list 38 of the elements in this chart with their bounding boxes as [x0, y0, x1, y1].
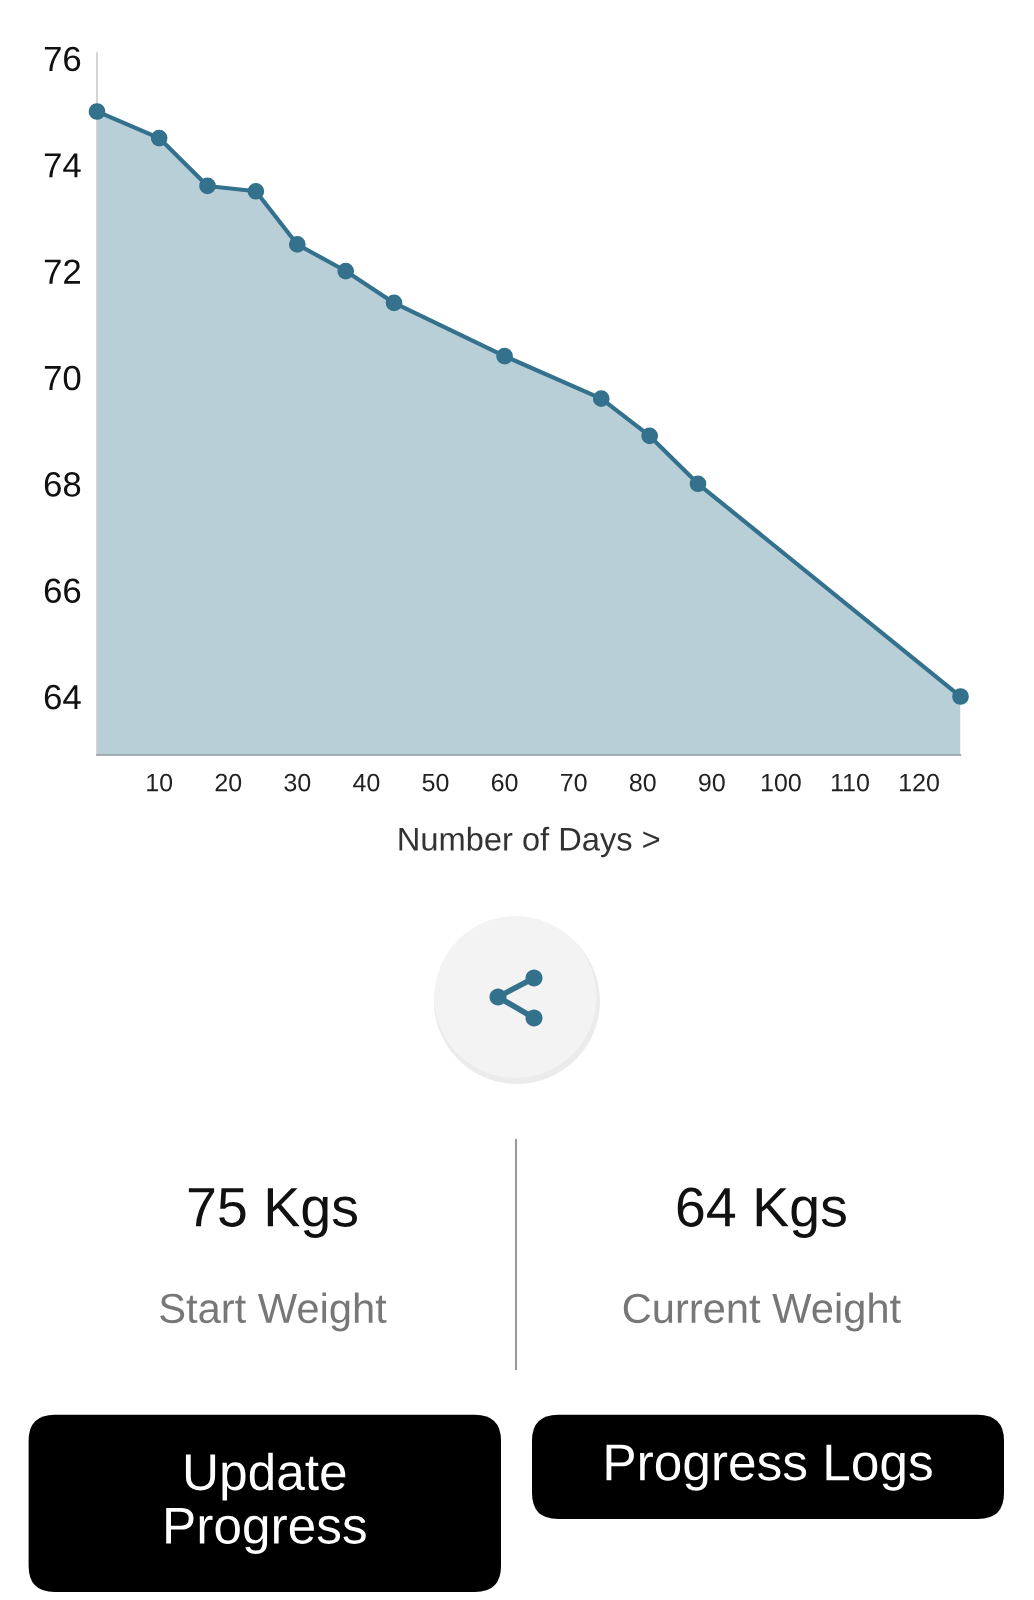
y-tick-label: 70 [44, 365, 81, 391]
y-tick-label: 72 [44, 259, 80, 284]
y-tick-label: 64 [44, 684, 81, 710]
point [199, 177, 216, 195]
text: 64 Kgs [677, 1187, 846, 1238]
text: Current Weight [623, 1292, 901, 1332]
x-tick-label: 120 [900, 773, 939, 792]
point [641, 427, 658, 445]
y-tick-label: 74 [44, 153, 81, 178]
x-tick-label: 90 [699, 773, 725, 792]
x-tick-label: 20 [215, 773, 242, 792]
point [88, 103, 106, 120]
x-tick-label: 40 [353, 773, 380, 792]
x-tick-label: 100 [761, 773, 801, 792]
x-tick-label: 110 [831, 773, 869, 792]
text: Start Weight [160, 1292, 387, 1332]
point [247, 182, 265, 200]
x-tick-label: 50 [422, 773, 449, 792]
x-tick-label: 70 [561, 773, 587, 792]
point [689, 475, 707, 493]
y-tick-label: 66 [44, 578, 81, 604]
y-tick-label: 68 [44, 472, 81, 497]
point [592, 390, 610, 408]
text: Progress Logs [606, 1444, 932, 1491]
point [952, 688, 969, 705]
point [496, 347, 513, 365]
point [337, 262, 355, 280]
x-tick-label: 60 [491, 773, 518, 792]
point [288, 236, 306, 253]
text: 75 Kgs [188, 1188, 357, 1238]
x-tick-label: 10 [147, 773, 173, 792]
point [150, 129, 168, 147]
x-tick-label: 30 [284, 773, 311, 792]
text: Update Progress [166, 1452, 366, 1555]
x-axis-title: Number of Days > [399, 826, 660, 858]
point [385, 294, 403, 312]
x-tick-label: 80 [629, 773, 656, 792]
y-tick-label: 76 [44, 46, 81, 72]
